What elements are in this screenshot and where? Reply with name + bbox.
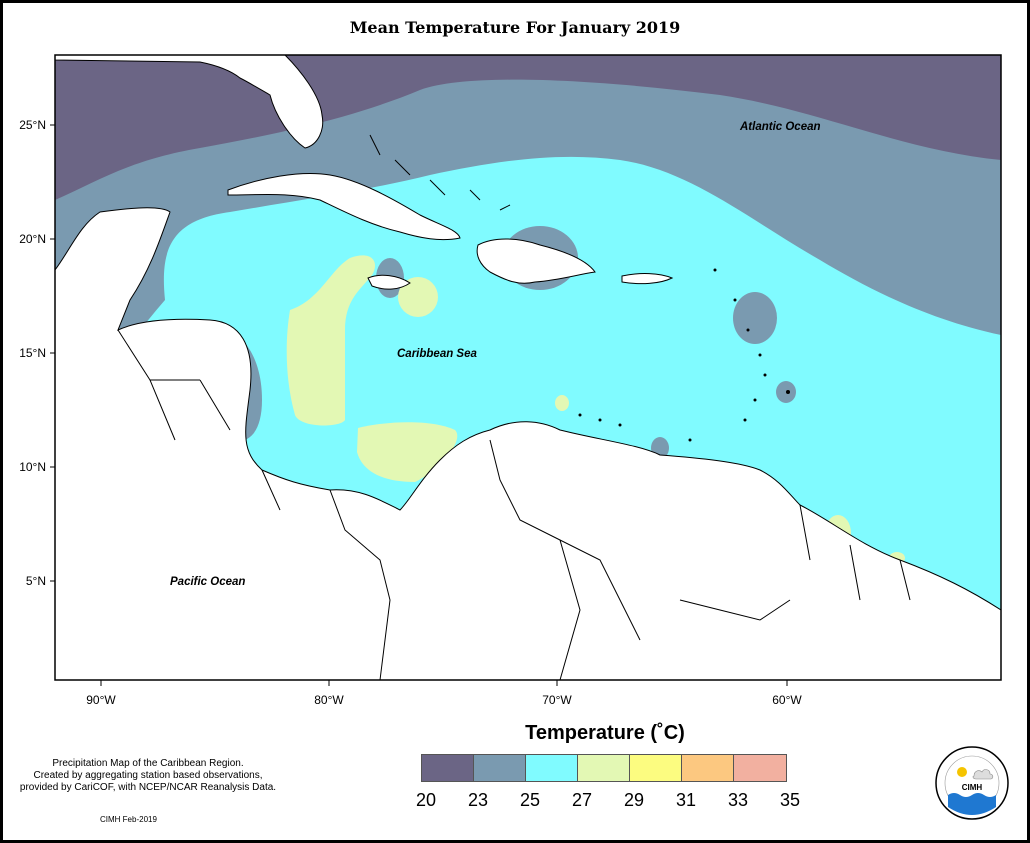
atlantic-ocean-label: Atlantic Ocean (739, 121, 821, 133)
legend-label: 20 (415, 790, 437, 810)
logo-text: CIMH (962, 783, 983, 792)
legend-label: 33 (727, 790, 749, 810)
legend-color-bar (421, 754, 787, 782)
lon-tick-80w: 80°W (314, 693, 344, 707)
lat-tick-5n: 5°N (26, 574, 46, 588)
description-line: provided by CariCOF, with NCEP/NCAR Rean… (19, 782, 277, 793)
temp-zone-warm-west (286, 255, 376, 426)
tick-marks (50, 124, 788, 686)
legend-swatch (474, 755, 526, 781)
temp-zone-lesser-antilles (733, 292, 777, 344)
legend-label: 35 (779, 790, 801, 810)
description-line: Created by aggregating station based obs… (33, 770, 263, 781)
lat-tick-25n: 25°N (19, 118, 46, 132)
legend-swatch (630, 755, 682, 781)
legend-label: 23 (467, 790, 489, 810)
map-credit: CIMH Feb-2019 (100, 815, 157, 824)
temp-zone-warm-jamaica (398, 277, 438, 317)
land-north-america (55, 55, 324, 149)
land-jamaica (367, 274, 411, 290)
lat-tick-20n: 20°N (19, 232, 46, 246)
lon-tick-60w: 60°W (772, 693, 802, 707)
land-puerto-rico (621, 273, 674, 285)
lesser-antilles-islands (578, 268, 790, 442)
legend-title: Temperature (˚C) (525, 722, 685, 744)
land-mexico-central-america (55, 207, 1001, 680)
lon-tick-70w: 70°W (542, 693, 572, 707)
legend-swatch (682, 755, 734, 781)
legend-label: 25 (519, 790, 541, 810)
legend-label: 31 (675, 790, 697, 810)
legend-labels: 20 23 25 27 29 31 33 35 (0, 790, 1030, 812)
country-borders (117, 329, 911, 680)
map-title: Mean Temperature For January 2019 (349, 18, 681, 37)
land-bahamas (369, 134, 511, 211)
legend-swatch (526, 755, 578, 781)
legend-swatch (578, 755, 630, 781)
legend-swatch (734, 755, 786, 781)
land-hispaniola (476, 238, 596, 284)
lat-tick-15n: 15°N (19, 346, 46, 360)
cimh-logo: CIMH (935, 746, 1009, 820)
legend-label: 29 (623, 790, 645, 810)
wave-icon (948, 793, 996, 815)
legend-swatch (422, 755, 474, 781)
legend-label: 27 (571, 790, 593, 810)
description-line: Precipitation Map of the Caribbean Regio… (52, 758, 244, 769)
cloud-icon (972, 769, 994, 780)
caribbean-sea-label: Caribbean Sea (397, 348, 477, 360)
lon-tick-90w: 90°W (86, 693, 116, 707)
sun-icon (957, 767, 967, 777)
plot-border (54, 54, 1002, 681)
land-cuba (227, 173, 461, 241)
pacific-ocean-label: Pacific Ocean (170, 576, 245, 588)
lat-tick-10n: 10°N (19, 460, 46, 474)
temp-zone-warm-aruba (555, 395, 569, 411)
map-description: Precipitation Map of the Caribbean Regio… (8, 758, 288, 794)
temp-zone-warm-south (357, 422, 458, 482)
